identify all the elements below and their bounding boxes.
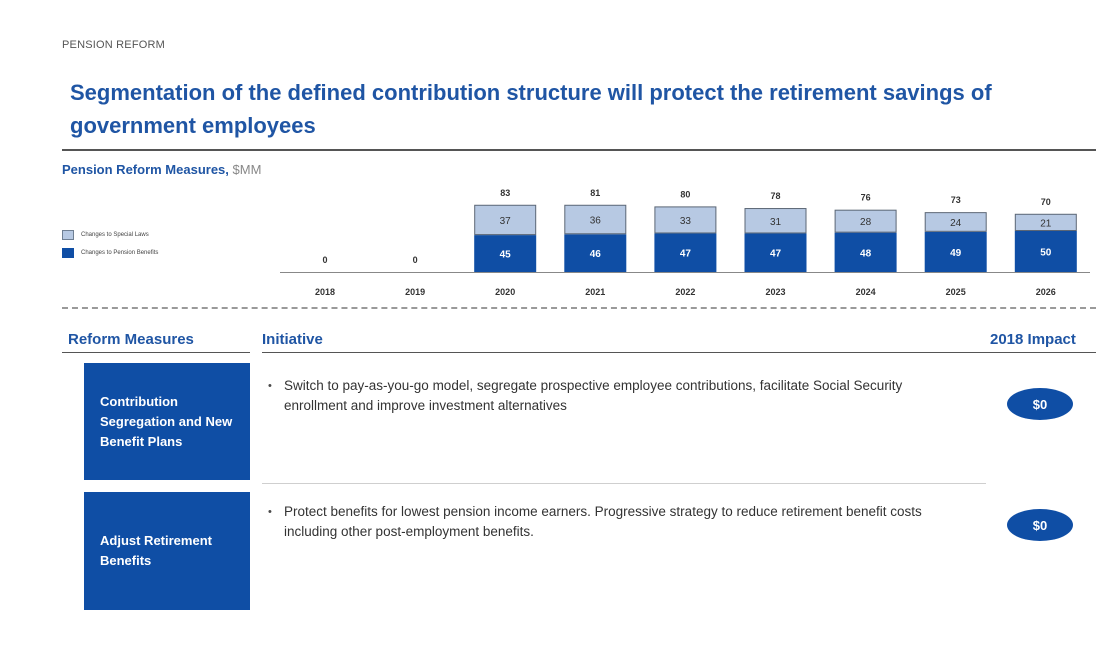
- total-label-2019: 0: [413, 255, 418, 265]
- bar-special-laws-2021: [564, 204, 627, 235]
- legend-item-special-laws: Changes to Special Laws: [62, 229, 158, 241]
- bar-special-laws-2023: [744, 208, 807, 234]
- initiative-text-adjust-retirement: Protect benefits for lowest pension inco…: [268, 502, 958, 542]
- data-label-pension-benefits-2025: 49: [950, 248, 962, 259]
- bar-pension-benefits-2022: [654, 233, 717, 272]
- header-rule-initiative: [262, 352, 986, 353]
- legend-swatch-special-laws: [62, 230, 74, 240]
- x-tick-label-2020: 2020: [495, 287, 515, 297]
- header-rule-reform: [62, 352, 250, 353]
- data-label-special-laws-2026: 21: [1040, 218, 1052, 229]
- total-label-2022: 80: [680, 189, 690, 199]
- page-headline: Segmentation of the defined contribution…: [70, 76, 1050, 142]
- data-label-special-laws-2025: 24: [950, 218, 962, 229]
- bar-pension-benefits-2025: [924, 231, 987, 272]
- section-label: PENSION REFORM: [62, 39, 166, 51]
- stacked-bar-chart: 0 2018 0 2019 45 37 83 2020 46 36 81 2021 47 33 80 2022…: [280, 188, 1090, 297]
- data-label-pension-benefits-2021: 46: [590, 249, 602, 260]
- total-label-2018: 0: [322, 255, 327, 265]
- bar-special-laws-2026: [1014, 213, 1077, 231]
- header-2018-impact: 2018 Impact: [990, 331, 1076, 348]
- legend-label-pension-benefits: Changes to Pension Benefits: [81, 250, 159, 256]
- total-label-2025: 73: [951, 195, 961, 205]
- measure-label: Adjust Retirement Benefits: [100, 533, 212, 568]
- total-label-2020: 83: [500, 188, 510, 198]
- data-label-special-laws-2024: 28: [860, 217, 872, 228]
- data-label-pension-benefits-2020: 45: [500, 250, 512, 261]
- initiative-text-contribution: Switch to pay-as-you-go model, segregate…: [268, 376, 958, 416]
- measure-box-contribution-segregation: Contribution Segregation and New Benefit…: [84, 363, 250, 480]
- bar-special-laws-2020: [474, 204, 537, 236]
- bar-special-laws-2025: [924, 212, 987, 232]
- x-tick-label-2026: 2026: [1036, 287, 1056, 297]
- x-tick-label-2022: 2022: [675, 287, 695, 297]
- x-tick-label-2023: 2023: [765, 287, 785, 297]
- bar-pension-benefits-2020: [474, 235, 537, 272]
- bar-pension-benefits-2024: [834, 232, 897, 272]
- total-label-2023: 78: [770, 191, 780, 201]
- impact-pill-contribution: $0: [1007, 388, 1073, 420]
- impact-pill-adjust-retirement: $0: [1007, 509, 1073, 541]
- measure-box-adjust-retirement: Adjust Retirement Benefits: [84, 492, 250, 610]
- x-tick-label-2024: 2024: [856, 287, 876, 297]
- x-tick-label-2019: 2019: [405, 287, 425, 297]
- header-rule-impact: [960, 352, 1096, 353]
- total-label-2024: 76: [861, 193, 871, 203]
- data-label-special-laws-2023: 31: [770, 217, 782, 228]
- data-label-pension-benefits-2024: 48: [860, 248, 872, 259]
- header-initiative: Initiative: [262, 331, 323, 348]
- total-label-2021: 81: [590, 188, 600, 198]
- data-label-special-laws-2020: 37: [500, 216, 512, 227]
- bar-pension-benefits-2026: [1014, 231, 1077, 272]
- x-tick-label-2021: 2021: [585, 287, 605, 297]
- header-reform-measures: Reform Measures: [68, 331, 194, 348]
- data-label-pension-benefits-2022: 47: [680, 249, 692, 260]
- headline-line-1: Segmentation of the defined contribution…: [70, 80, 992, 105]
- legend-label-special-laws: Changes to Special Laws: [81, 232, 149, 238]
- data-label-pension-benefits-2026: 50: [1040, 248, 1052, 259]
- data-label-pension-benefits-2023: 47: [770, 249, 782, 260]
- chart-unit: $MM: [232, 162, 262, 177]
- data-label-special-laws-2022: 33: [680, 216, 692, 227]
- bar-special-laws-2022: [654, 206, 717, 234]
- title-divider: [62, 149, 1096, 151]
- x-tick-label-2018: 2018: [315, 287, 335, 297]
- legend-swatch-pension-benefits: [62, 248, 74, 258]
- chart-table-separator: [62, 307, 1096, 309]
- total-label-2026: 70: [1041, 197, 1051, 207]
- chart-title-text: Pension Reform Measures,: [62, 162, 229, 177]
- headline-line-2: government employees: [70, 113, 316, 138]
- bar-pension-benefits-2021: [564, 234, 627, 272]
- chart-title: Pension Reform Measures, $MM: [62, 162, 261, 177]
- bar-special-laws-2024: [834, 209, 897, 233]
- measure-label: Contribution Segregation and New Benefit…: [100, 393, 233, 449]
- chart-legend: Changes to Special Laws Changes to Pensi…: [62, 229, 158, 265]
- data-label-special-laws-2021: 36: [590, 216, 602, 227]
- bar-pension-benefits-2023: [744, 233, 807, 272]
- row-separator: [262, 483, 986, 484]
- legend-item-pension-benefits: Changes to Pension Benefits: [62, 247, 158, 259]
- x-tick-label-2025: 2025: [946, 287, 966, 297]
